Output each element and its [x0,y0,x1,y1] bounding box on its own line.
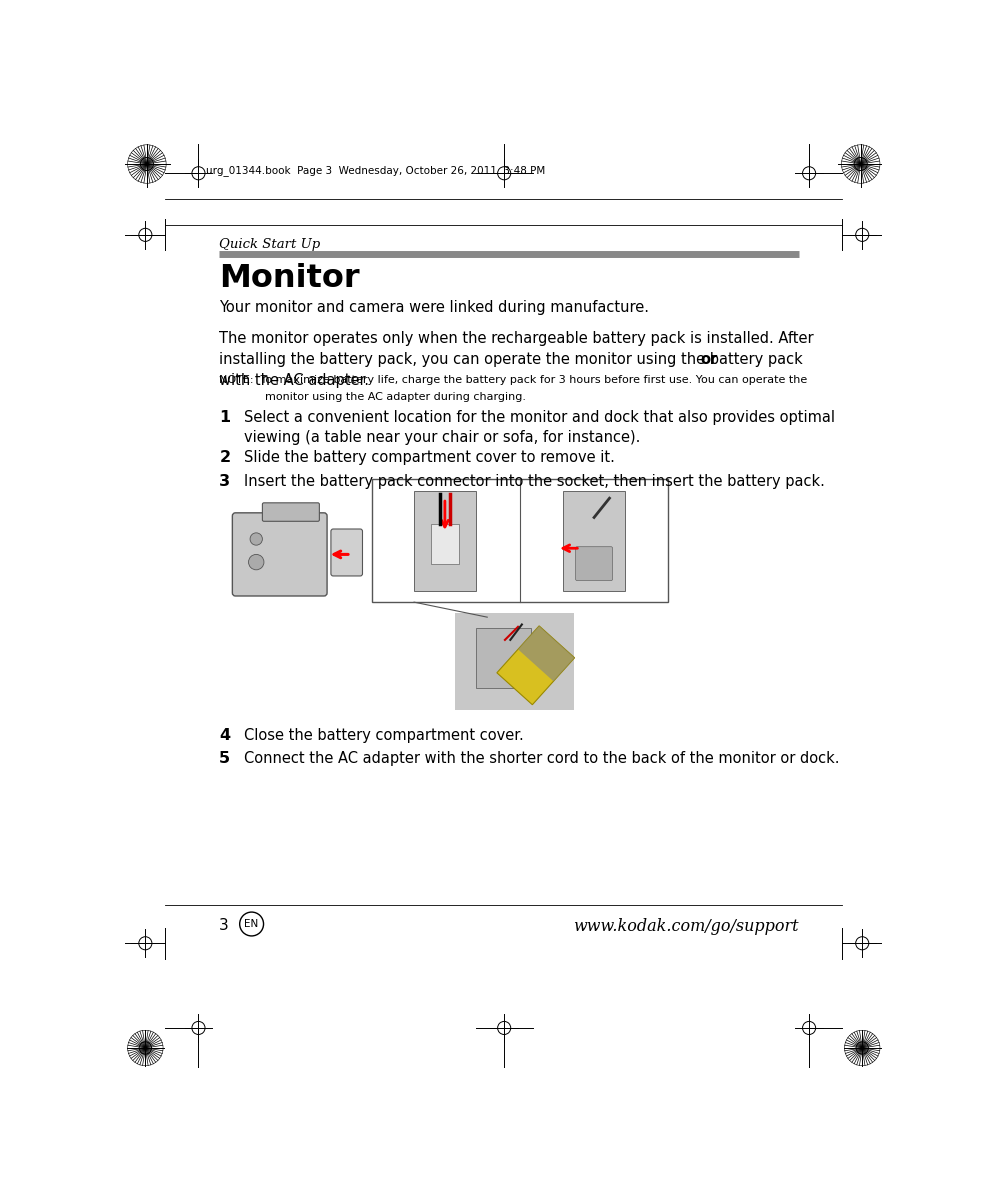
Text: Close the battery compartment cover.: Close the battery compartment cover. [244,727,524,743]
Polygon shape [518,626,575,682]
Text: Monitor: Monitor [219,263,360,294]
Text: The monitor operates only when the rechargeable battery pack is installed. After: The monitor operates only when the recha… [219,331,814,346]
Text: Slide the battery compartment cover to remove it.: Slide the battery compartment cover to r… [244,450,614,466]
Text: 4: 4 [219,727,230,743]
Text: Select a convenient location for the monitor and dock that also provides optimal: Select a convenient location for the mon… [244,409,835,425]
FancyBboxPatch shape [331,529,363,576]
FancyBboxPatch shape [576,547,612,581]
Bar [476,629,531,689]
Text: viewing (a table near your chair or sofa, for instance).: viewing (a table near your chair or sofa… [244,431,640,445]
Text: EN: EN [245,919,259,929]
Polygon shape [496,626,575,704]
Text: Your monitor and camera were linked during manufacture.: Your monitor and camera were linked duri… [219,300,650,314]
Text: with the AC adapter.: with the AC adapter. [219,373,370,388]
Text: 3: 3 [219,474,230,488]
Text: 2: 2 [219,450,230,466]
Text: www.kodak.com/go/support: www.kodak.com/go/support [574,918,799,935]
Bar [431,523,459,564]
Text: 5: 5 [219,751,230,766]
Bar [454,613,574,709]
Bar [414,491,476,590]
Text: 1: 1 [219,409,230,425]
FancyBboxPatch shape [262,503,319,521]
Text: 3: 3 [219,918,229,932]
Circle shape [250,533,262,545]
Text: Quick Start Up: Quick Start Up [219,238,320,251]
Text: NOTE:  To maximize battery life, charge the battery pack for 3 hours before firs: NOTE: To maximize battery life, charge t… [219,374,807,385]
Bar [372,479,668,602]
Text: installing the battery pack, you can operate the monitor using the battery pack: installing the battery pack, you can ope… [219,352,808,367]
Text: Connect the AC adapter with the shorter cord to the back of the monitor or dock.: Connect the AC adapter with the shorter … [244,751,839,766]
Circle shape [249,554,263,570]
Text: monitor using the AC adapter during charging.: monitor using the AC adapter during char… [265,392,527,402]
Text: urg_01344.book  Page 3  Wednesday, October 26, 2011  3:48 PM: urg_01344.book Page 3 Wednesday, October… [206,164,546,175]
FancyBboxPatch shape [232,512,327,596]
Text: Insert the battery pack connector into the socket, then insert the battery pack.: Insert the battery pack connector into t… [244,474,825,488]
Bar [563,491,625,590]
Text: or: or [701,352,718,367]
